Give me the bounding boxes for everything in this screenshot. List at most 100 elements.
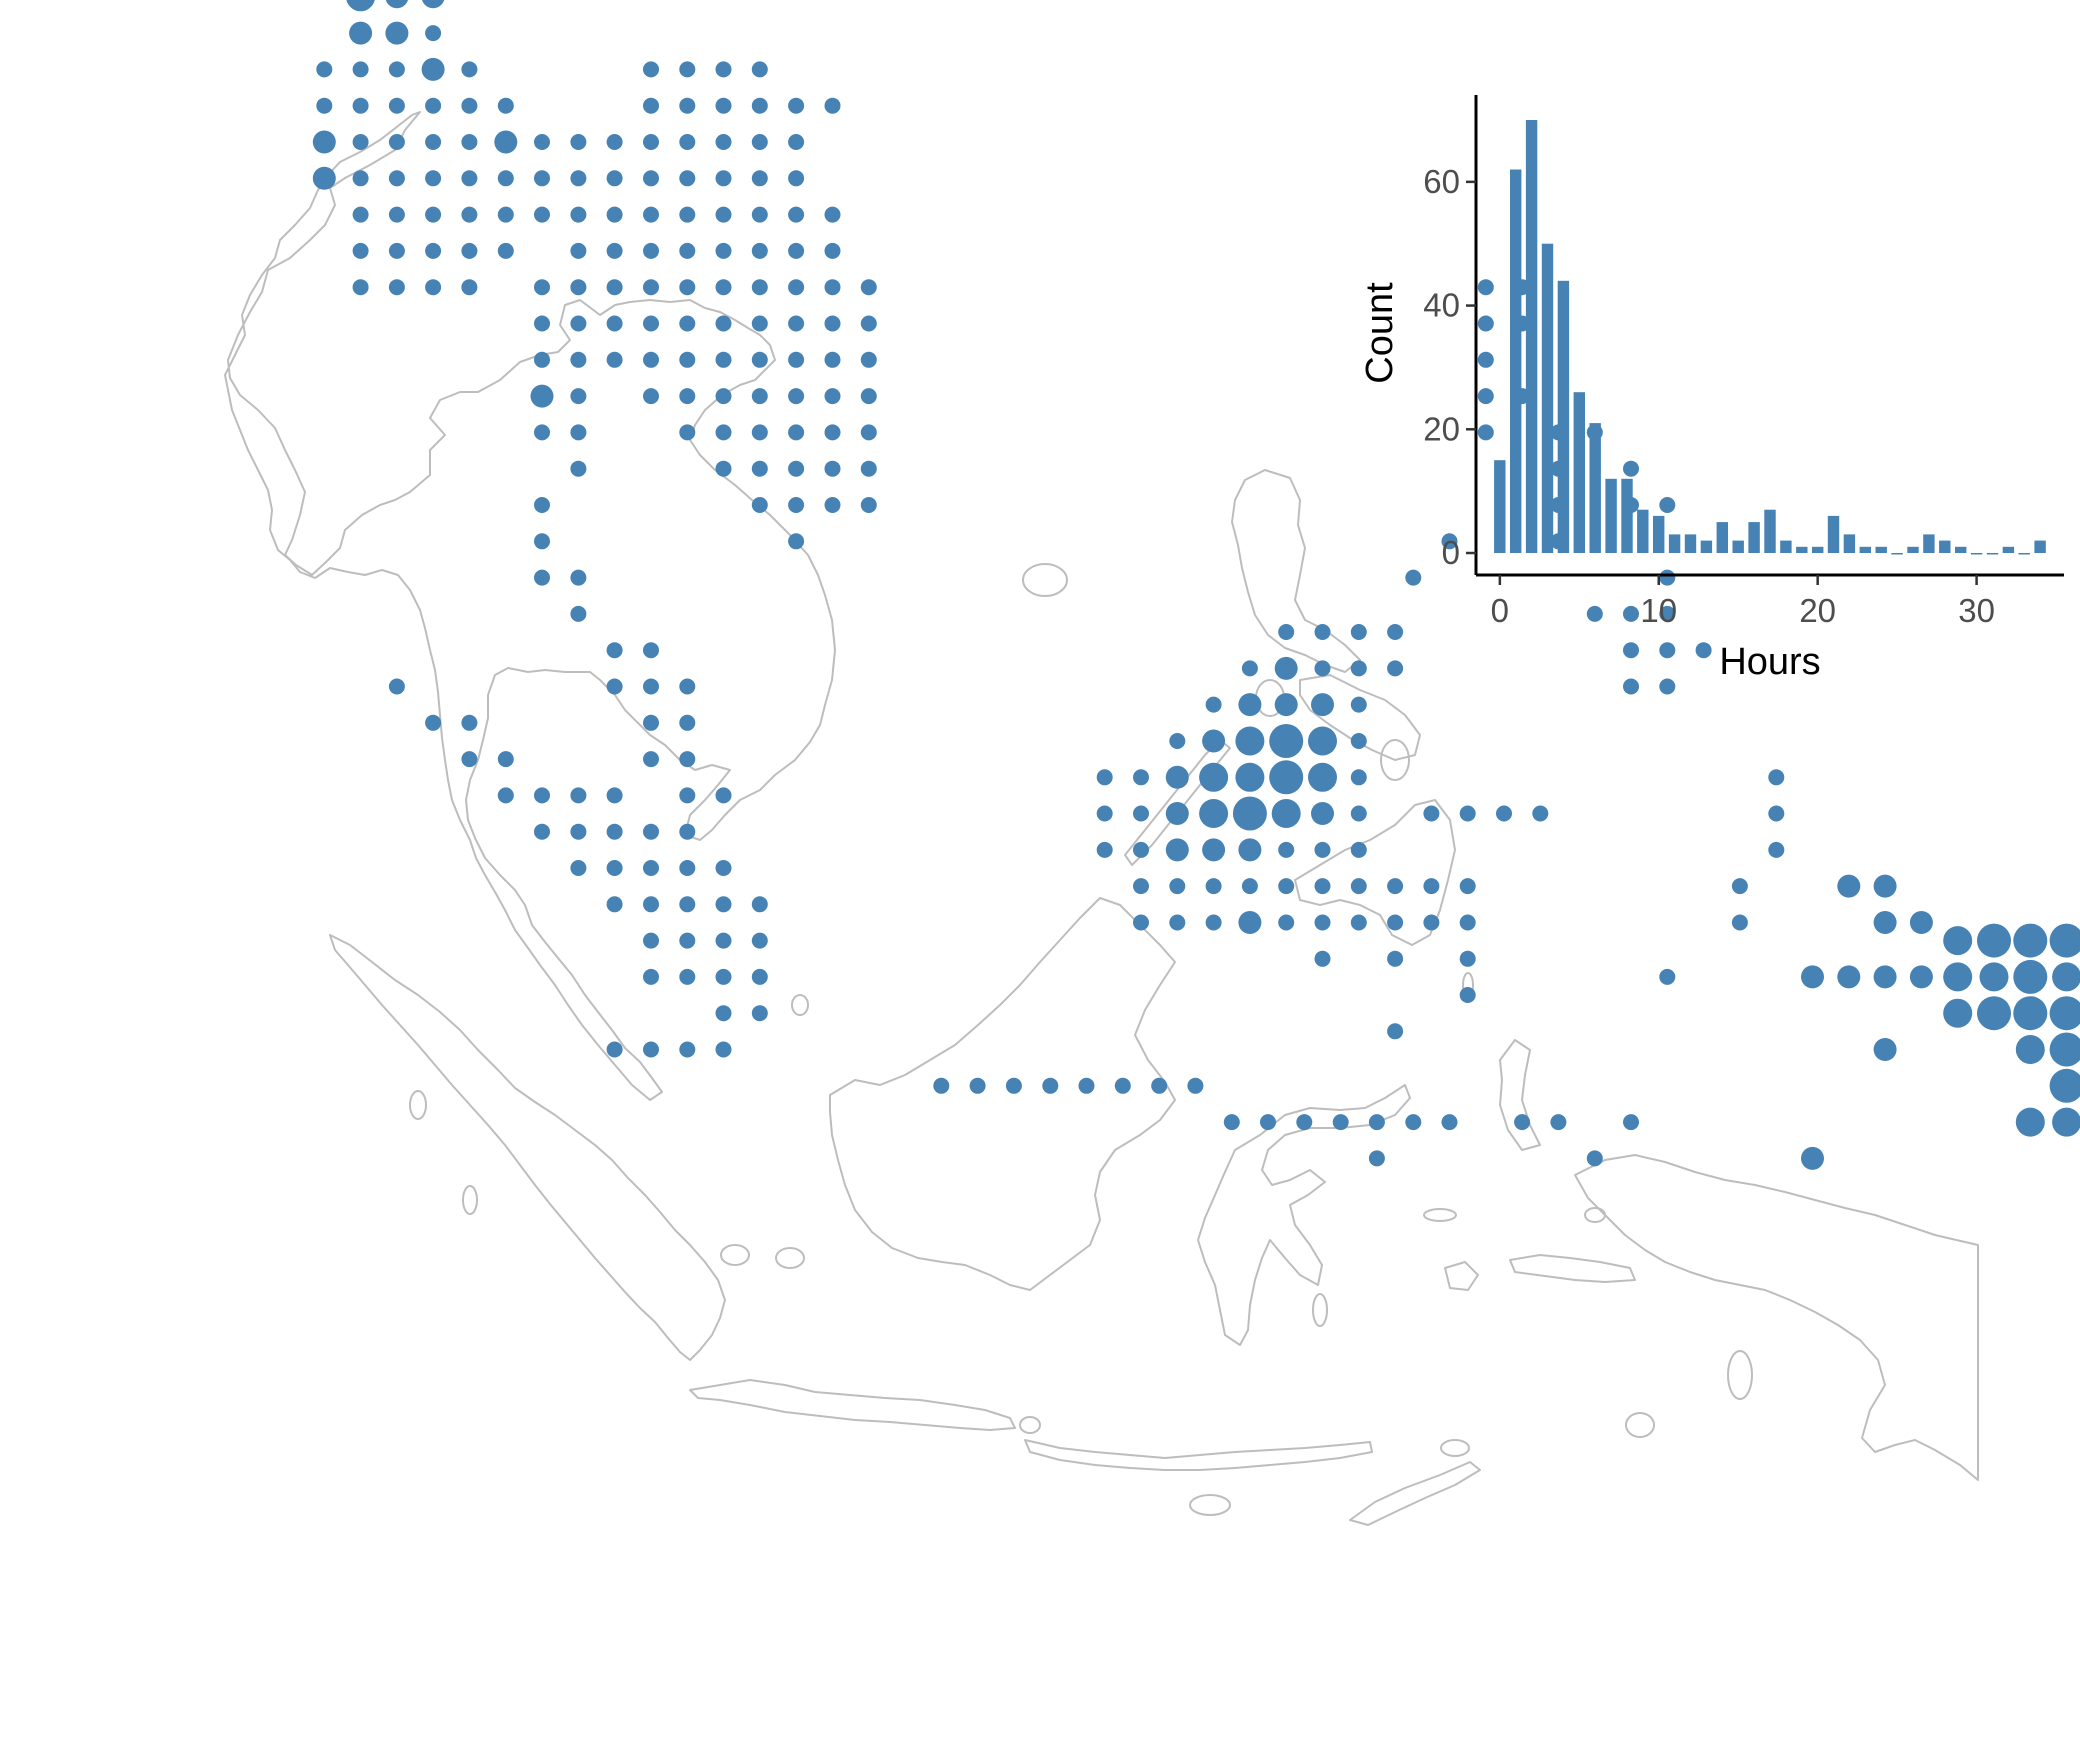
- map-dot: [1623, 605, 1639, 622]
- map-dot: [1350, 733, 1367, 749]
- map-dot: [1005, 1077, 1022, 1094]
- map-dot: [824, 206, 841, 223]
- map-dot: [1202, 729, 1226, 753]
- map-dot: [643, 823, 659, 840]
- map-dot: [1199, 799, 1229, 828]
- map-dot: [2013, 923, 2048, 958]
- map-dot: [643, 170, 659, 187]
- map-dot: [643, 134, 659, 150]
- map-dot: [2013, 996, 2048, 1031]
- map-dot: [352, 206, 369, 223]
- map-dot: [461, 206, 478, 223]
- coast-luzon: [1231, 469, 1361, 673]
- map-dot: [1387, 660, 1404, 677]
- map-dot: [1235, 726, 1265, 756]
- map-dot: [1096, 805, 1113, 822]
- map-dot: [1151, 1077, 1168, 1094]
- map-dot: [1441, 1114, 1458, 1131]
- map-dot: [715, 315, 732, 332]
- map-dot: [1909, 965, 1933, 989]
- map-dot: [494, 130, 518, 154]
- map-dot: [388, 206, 405, 223]
- map-dot: [715, 787, 732, 804]
- coast-seram: [1509, 1254, 1636, 1283]
- coast-timor: [1349, 1461, 1481, 1526]
- map-dot: [1235, 762, 1265, 792]
- map-dot: [1768, 805, 1785, 822]
- map-dot: [1477, 279, 1494, 296]
- map-dot: [1659, 642, 1676, 659]
- map-dot: [679, 968, 696, 985]
- histogram-bar: [1843, 534, 1856, 553]
- map-dot: [1477, 388, 1494, 405]
- map-dot: [643, 678, 659, 695]
- map-dot: [751, 242, 768, 259]
- histogram-bar: [1541, 243, 1554, 553]
- map-dot: [679, 170, 696, 187]
- map-dot: [425, 242, 442, 259]
- map-dot: [1387, 878, 1404, 895]
- histogram-bar: [1573, 392, 1585, 553]
- coast-halmahera: [1499, 1039, 1541, 1151]
- map-dot: [1873, 965, 1897, 989]
- map-dot: [1165, 765, 1189, 789]
- map-dot: [1801, 965, 1824, 989]
- map-dot: [2049, 996, 2080, 1031]
- map-dot: [1202, 838, 1226, 862]
- map-dot: [860, 351, 877, 368]
- coast-new-guinea: [1574, 1154, 1979, 1481]
- map-dot: [751, 279, 768, 296]
- histogram-bar: [1653, 515, 1665, 553]
- map-dot: [715, 351, 732, 368]
- map-dot: [1232, 796, 1267, 831]
- coast-visayas: [1299, 674, 1421, 761]
- map-dot: [425, 97, 442, 114]
- map-dot: [824, 315, 841, 332]
- map-dot: [534, 279, 550, 296]
- map-dot: [534, 424, 550, 441]
- map-dot: [316, 97, 333, 114]
- map-dot: [824, 424, 841, 441]
- map-dot: [1768, 769, 1785, 786]
- map-dot: [534, 787, 550, 804]
- map-dot: [570, 351, 587, 368]
- map-dot: [860, 388, 877, 405]
- map-dot: [461, 279, 478, 296]
- map-dot: [715, 1005, 732, 1022]
- map-dot: [352, 134, 369, 150]
- map-dot: [643, 896, 659, 913]
- map-dot: [751, 932, 768, 949]
- map-dot: [461, 170, 478, 187]
- coast-buton: [1312, 1293, 1328, 1327]
- map-dot: [1314, 950, 1331, 967]
- map-dot: [1169, 733, 1186, 749]
- coastlines: [224, 111, 1979, 1526]
- map-dot: [1943, 926, 1973, 956]
- map-dot: [1586, 1150, 1603, 1167]
- map-dot: [969, 1077, 986, 1094]
- map-dot: [570, 569, 587, 586]
- map-dot: [1042, 1077, 1059, 1094]
- map-dot: [425, 206, 442, 223]
- map-dot: [1278, 624, 1295, 640]
- coast-sula: [1423, 1208, 1457, 1222]
- map-dot: [312, 166, 336, 190]
- map-dot: [679, 787, 696, 804]
- map-dot: [534, 134, 550, 150]
- map-dot: [1768, 841, 1785, 858]
- histogram-bar: [1557, 280, 1570, 553]
- map-dot: [570, 134, 587, 150]
- map-dot: [1096, 841, 1113, 858]
- coast-sumatra: [329, 934, 726, 1361]
- map-dot: [425, 714, 442, 731]
- map-dot: [788, 134, 805, 150]
- map-dot: [497, 170, 514, 187]
- map-dot: [606, 351, 623, 368]
- map-dot: [788, 424, 805, 441]
- map-dot: [497, 242, 514, 259]
- map-dot: [788, 351, 805, 368]
- histogram-bar: [1668, 534, 1681, 553]
- histogram-bar: [2002, 546, 2015, 553]
- map-dot: [1350, 769, 1367, 786]
- map-dot: [715, 860, 732, 876]
